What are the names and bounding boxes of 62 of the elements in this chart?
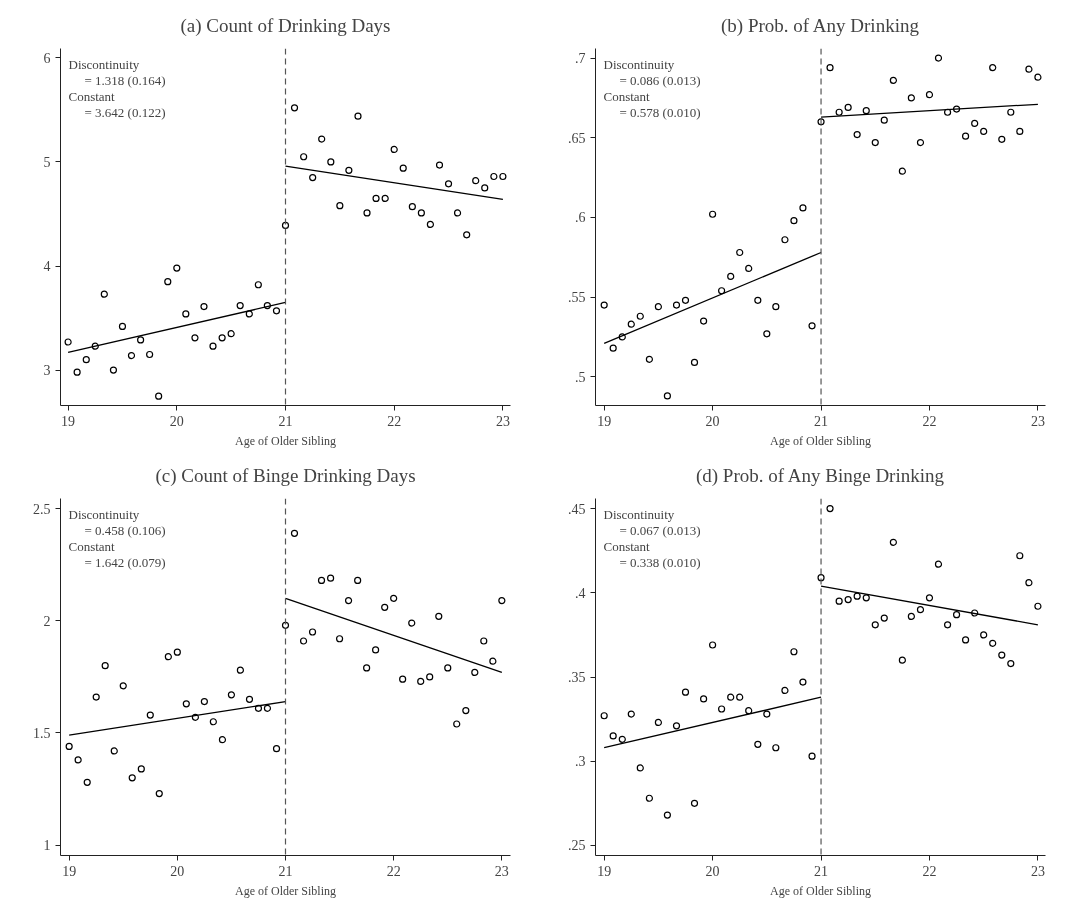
y-tick-label: 2 — [43, 613, 51, 629]
annotation: Constant — [68, 538, 116, 554]
annotation: = 1.642 (0.079) — [84, 554, 166, 570]
x-tick-label: 22 — [922, 863, 937, 879]
y-tick-label: .25 — [568, 838, 586, 854]
x-tick-label: 21 — [814, 413, 829, 429]
x-tick-label: 20 — [170, 863, 185, 879]
annotation: = 0.578 (0.010) — [619, 104, 701, 120]
annotation: = 0.338 (0.010) — [619, 554, 701, 570]
y-tick-label: .65 — [568, 130, 586, 146]
y-tick-label: 4 — [43, 259, 51, 275]
x-tick-label: 22 — [387, 413, 402, 429]
x-tick-label: 23 — [1030, 863, 1045, 879]
x-tick-label: 20 — [169, 413, 184, 429]
y-tick-label: 1.5 — [33, 725, 51, 741]
y-tick-label: 6 — [43, 50, 51, 66]
x-tick-label: 23 — [1030, 413, 1045, 429]
annotation: Constant — [68, 88, 116, 104]
y-tick-label: .3 — [575, 754, 586, 770]
annotation: = 0.458 (0.106) — [84, 522, 166, 538]
annotation: Discontinuity — [603, 506, 675, 522]
x-tick-label: 22 — [386, 863, 401, 879]
annotation: = 1.318 (0.164) — [84, 72, 166, 88]
x-tick-label: 21 — [814, 863, 829, 879]
x-tick-label: 22 — [922, 413, 937, 429]
x-tick-label: 19 — [597, 413, 612, 429]
x-axis-title: Age of Older Sibling — [235, 883, 337, 898]
y-tick-label: 3 — [43, 363, 51, 379]
y-tick-label: .35 — [568, 670, 586, 685]
annotation: = 0.086 (0.013) — [619, 72, 701, 88]
annotation: Discontinuity — [68, 56, 140, 72]
chart-title: (a) Count of Drinking Days — [180, 15, 391, 37]
y-tick-label: .7 — [575, 51, 586, 67]
x-tick-label: 19 — [61, 413, 76, 429]
annotation: = 3.642 (0.122) — [84, 104, 166, 120]
x-axis-title: Age of Older Sibling — [770, 433, 872, 448]
x-tick-label: 23 — [495, 413, 510, 429]
annotation: Constant — [603, 538, 651, 554]
y-tick-label: 2.5 — [33, 501, 51, 517]
y-tick-label: 5 — [43, 154, 51, 170]
y-tick-label: .45 — [568, 501, 586, 517]
y-tick-label: .6 — [575, 210, 586, 226]
chart-title: (c) Count of Binge Drinking Days — [155, 465, 416, 487]
annotation: Constant — [603, 88, 651, 104]
chart-title: (d) Prob. of Any Binge Drinking — [695, 465, 945, 487]
chart-title: (b) Prob. of Any Drinking — [721, 15, 920, 37]
x-axis-title: Age of Older Sibling — [235, 433, 337, 448]
annotation: = 0.067 (0.013) — [619, 522, 701, 538]
y-tick-label: 1 — [43, 838, 51, 854]
x-tick-label: 19 — [62, 863, 77, 879]
x-tick-label: 21 — [278, 413, 293, 429]
x-tick-label: 23 — [494, 863, 509, 879]
x-tick-label: 21 — [278, 863, 293, 879]
annotation: Discontinuity — [68, 506, 140, 522]
y-tick-label: .4 — [575, 585, 586, 601]
x-tick-label: 20 — [705, 863, 720, 879]
y-tick-label: .55 — [568, 290, 586, 306]
x-axis-title: Age of Older Sibling — [770, 883, 872, 898]
x-tick-label: 20 — [705, 413, 720, 429]
y-tick-label: .5 — [575, 369, 586, 385]
x-tick-label: 19 — [597, 863, 612, 879]
annotation: Discontinuity — [603, 56, 675, 72]
